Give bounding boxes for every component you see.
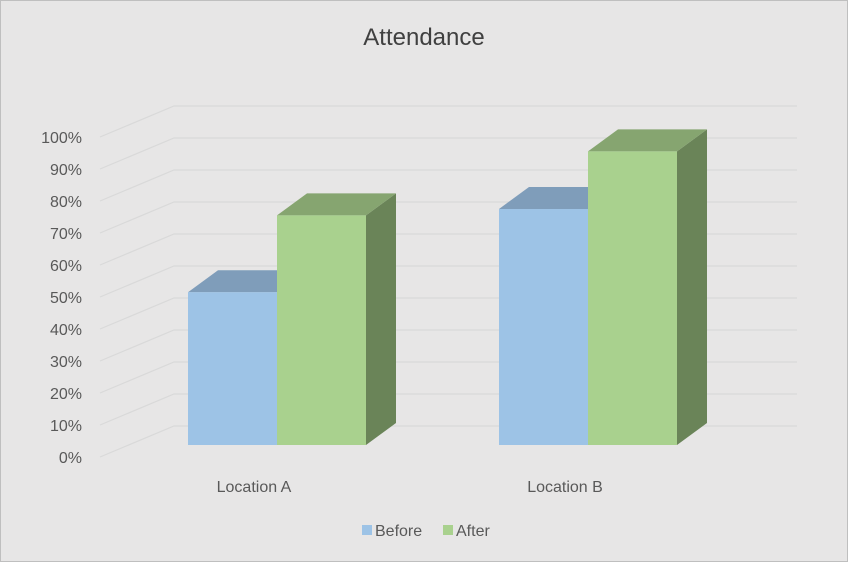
bar-after-1 bbox=[277, 193, 396, 445]
y-tick-label: 40% bbox=[50, 322, 82, 339]
y-tick-label: 70% bbox=[50, 226, 82, 243]
bar-front bbox=[588, 151, 677, 445]
y-tick-label: 60% bbox=[50, 258, 82, 275]
chart-title: Attendance bbox=[363, 24, 484, 51]
y-tick-label: 100% bbox=[41, 130, 82, 147]
legend-label: Before bbox=[375, 523, 422, 540]
y-tick-label: 20% bbox=[50, 386, 82, 403]
gridlines bbox=[99, 105, 797, 458]
y-tick-label: 90% bbox=[50, 162, 82, 179]
y-tick-label: 80% bbox=[50, 194, 82, 211]
bars bbox=[188, 129, 707, 445]
bar-top bbox=[588, 129, 707, 152]
legend: Before After bbox=[362, 523, 490, 540]
x-tick-label: Location A bbox=[217, 479, 292, 496]
x-axis-ticks: Location A Location B bbox=[217, 479, 603, 496]
gridline bbox=[99, 105, 797, 138]
x-tick-label: Location B bbox=[527, 479, 603, 496]
y-tick-label: 0% bbox=[59, 450, 82, 467]
legend-swatch bbox=[443, 525, 453, 535]
bar-side bbox=[366, 193, 396, 445]
bar-top bbox=[277, 193, 396, 216]
y-tick-label: 10% bbox=[50, 418, 82, 435]
bar-side bbox=[677, 129, 707, 445]
y-tick-label: 50% bbox=[50, 290, 82, 307]
bar-after-2 bbox=[588, 129, 707, 445]
bar-front bbox=[277, 215, 366, 445]
legend-swatch bbox=[362, 525, 372, 535]
y-tick-label: 30% bbox=[50, 354, 82, 371]
legend-label: After bbox=[456, 523, 490, 540]
bar-front bbox=[499, 209, 588, 445]
bar-front bbox=[188, 292, 277, 445]
gridline bbox=[99, 137, 797, 170]
y-axis-ticks: 0% 10% 20% 30% 40% 50% 60% 70% 80% 90% 100% bbox=[41, 130, 82, 467]
